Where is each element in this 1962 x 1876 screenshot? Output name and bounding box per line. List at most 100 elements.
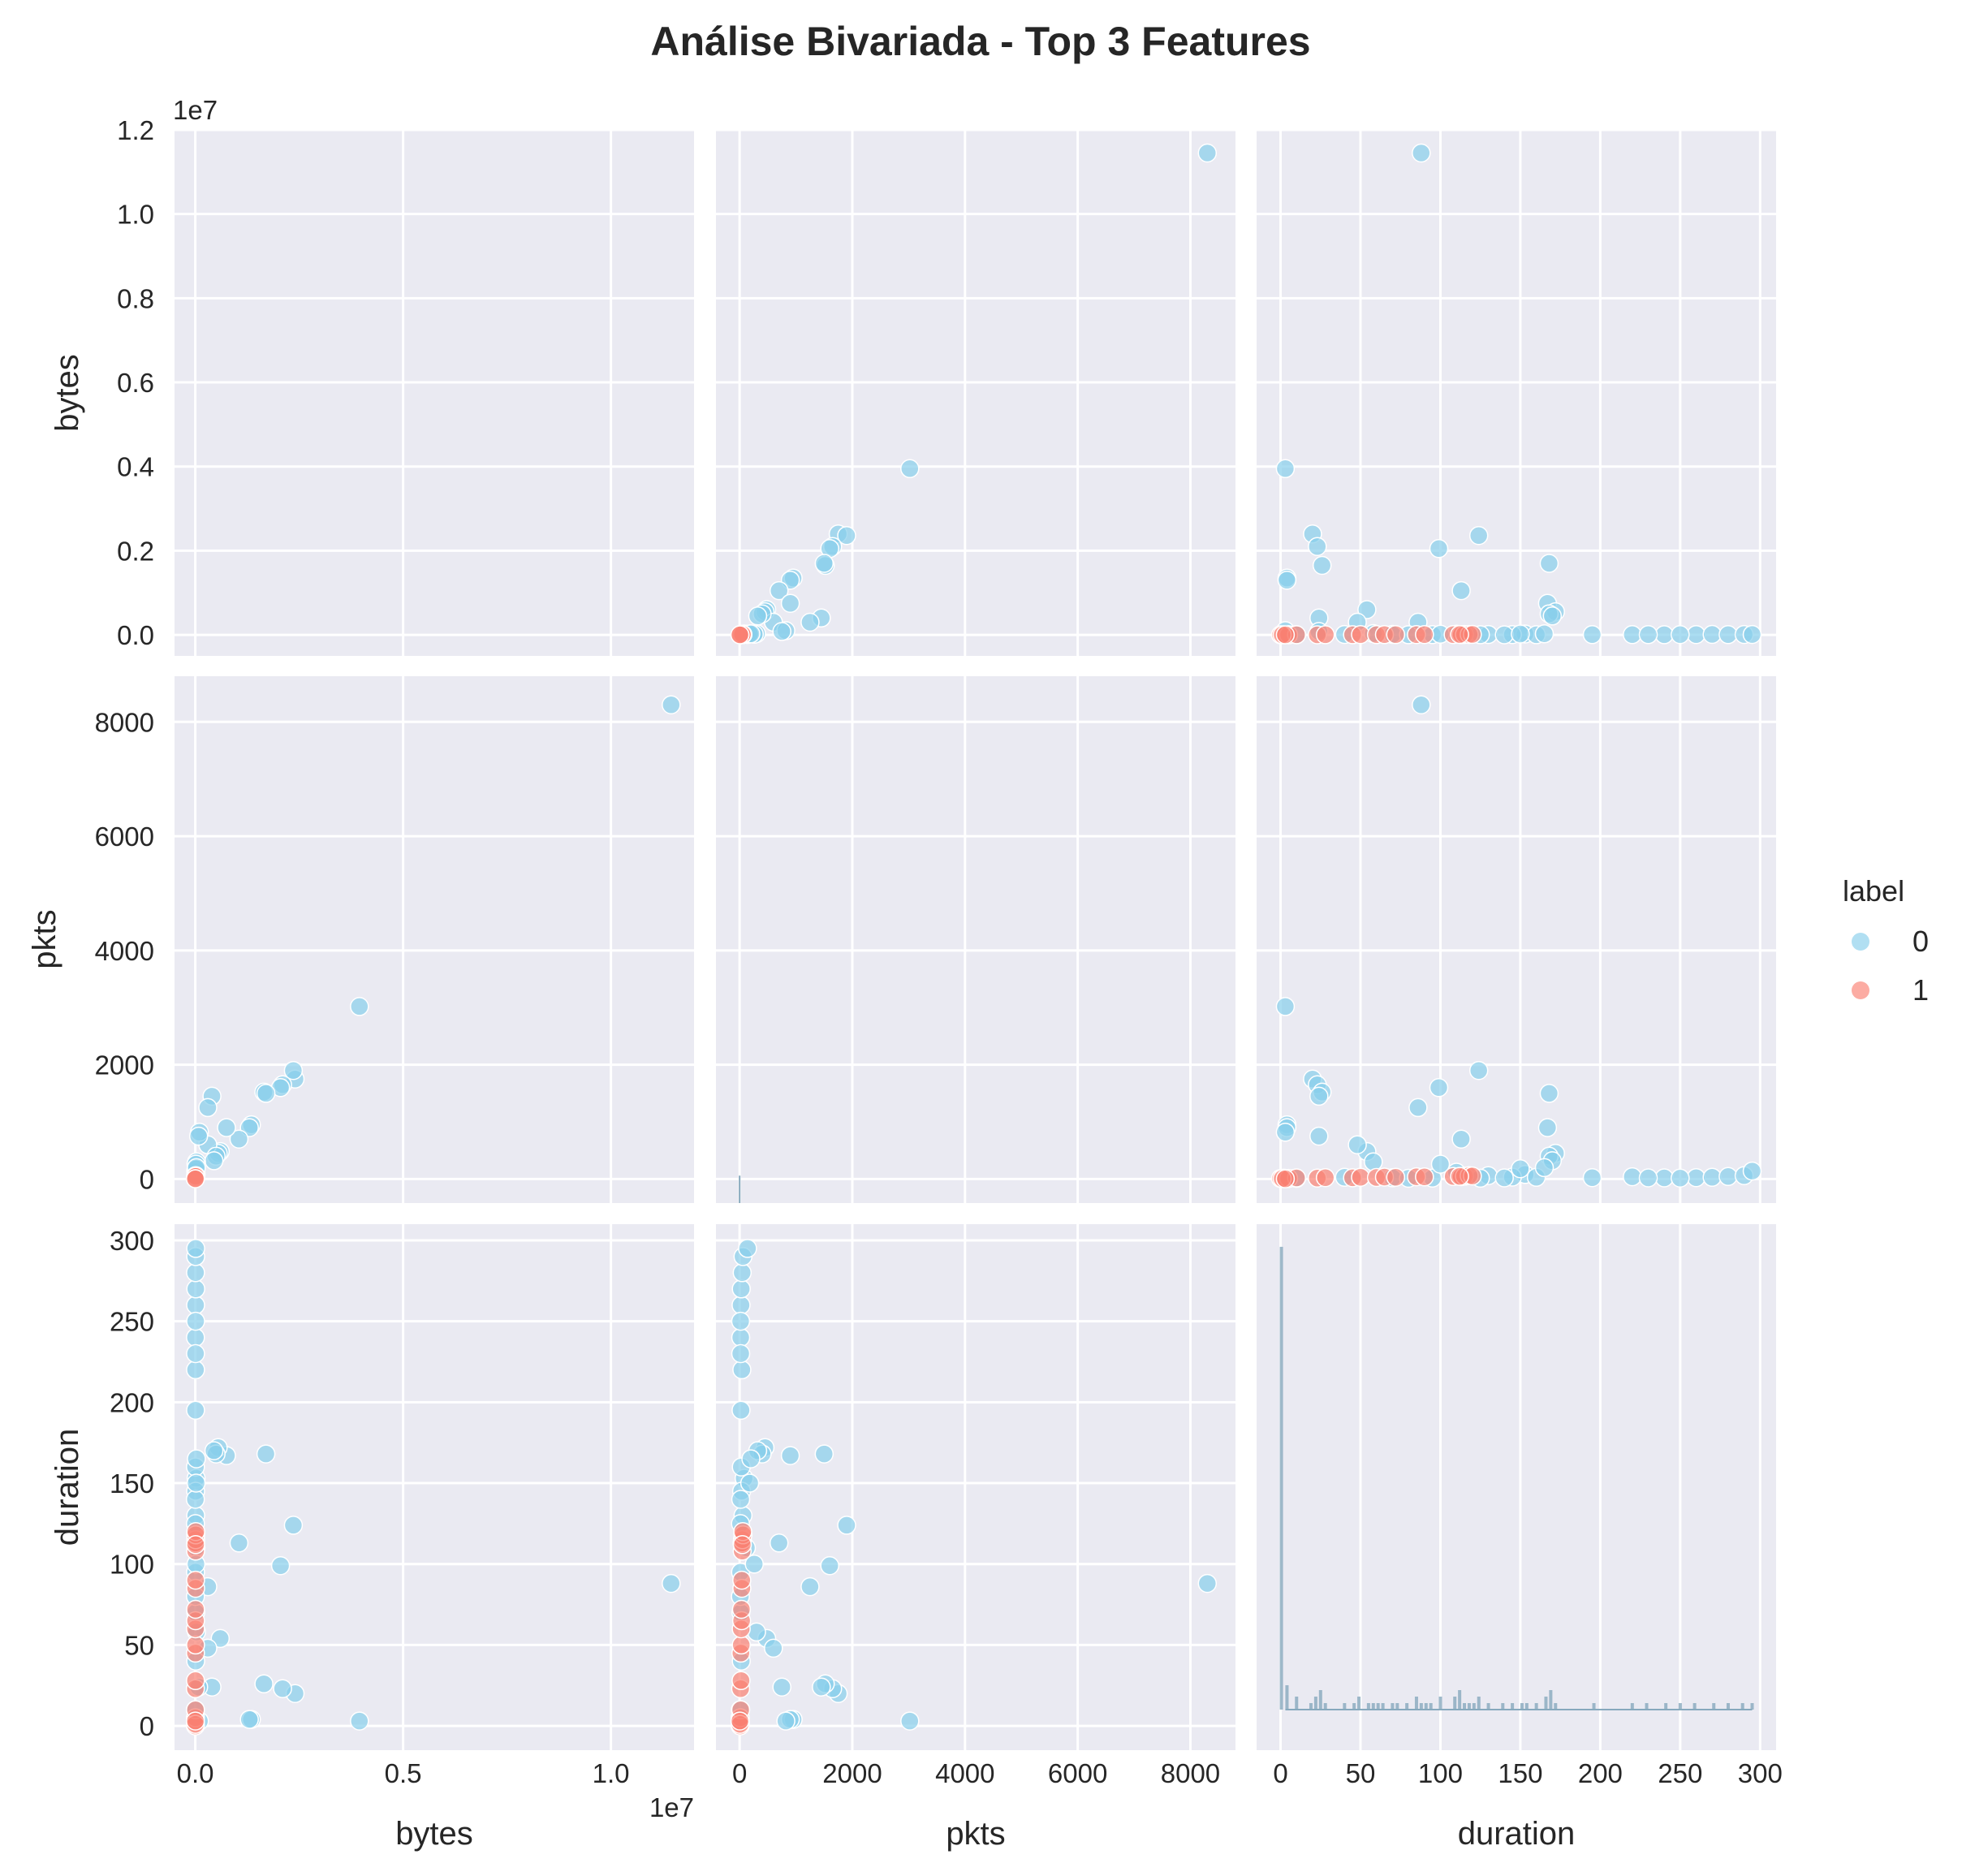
legend-marker-1 [1852,981,1869,999]
scatter-point-0 [270,1555,291,1576]
scatter-point-0 [350,1711,369,1731]
scatter-point-0 [1312,555,1332,576]
histogram-bar [1549,1690,1553,1710]
scatter-point-0 [732,1360,752,1380]
scatter-point-0 [800,612,820,632]
scatter-point-0 [186,1473,206,1493]
y-tick-label: 150 [110,1468,154,1499]
x-tick-label: 4000 [935,1758,994,1788]
x-tick-label: 0.0 [177,1758,214,1788]
scatter-point-0 [350,997,369,1016]
scatter-point-0 [1534,1158,1555,1178]
y-axis-label-pkts: pkts [27,909,63,968]
scatter-point-0 [1277,570,1297,590]
scatter-point-0 [769,1533,789,1553]
histogram-bar [1458,1690,1462,1710]
y-axis-label-duration: duration [50,1429,85,1546]
panel-duration-vs-pkts [716,1224,1235,1750]
scatter-point-1 [1450,624,1469,645]
histogram-bar [1391,1703,1395,1710]
scatter-point-0 [186,1279,205,1299]
scatter-point-0 [1582,625,1602,645]
histogram-bar [1405,1703,1409,1710]
x-tick-label: 1.0 [593,1758,630,1788]
scatter-point-0 [731,1327,751,1348]
scatter-point-0 [764,1638,783,1658]
scatter-point-0 [731,1343,751,1364]
scatter-point-0 [731,1490,751,1509]
panel-pkts-vs-bytes [175,676,694,1203]
scatter-point-0 [186,1263,205,1283]
scatter-point-1 [186,1599,205,1619]
scatter-point-0 [1511,624,1530,644]
x-axis-label-pkts: pkts [946,1816,1005,1852]
scatter-point-1 [732,1535,752,1555]
y-tick-label: 0.4 [117,452,154,482]
scatter-point-1 [1415,624,1434,645]
scatter-point-0 [662,1573,681,1594]
scatter-point-1 [185,1169,205,1188]
scatter-point-0 [186,1295,205,1315]
scatter-point-0 [1412,695,1431,714]
scatter-point-0 [662,695,681,714]
panel-background [716,130,1235,656]
scatter-point-0 [186,1343,205,1364]
scatter-point-1 [186,1535,205,1555]
legend-label-1: 1 [1912,973,1929,1007]
histogram-bar [1486,1703,1490,1710]
legend-marker-0 [1852,933,1869,951]
scatter-point-1 [1415,1167,1434,1187]
scatter-point-0 [1742,624,1762,645]
x-offset-text: 1e7 [649,1792,694,1822]
scatter-point-0 [1718,625,1738,645]
scatter-point-1 [186,1635,205,1655]
scatter-point-0 [1638,1168,1658,1188]
scatter-point-1 [1351,625,1370,645]
legend-label-0: 0 [1912,925,1929,958]
scatter-point-0 [229,1533,249,1553]
histogram-bar [1318,1690,1322,1710]
histogram-bar [1501,1703,1505,1710]
y-tick-label: 1.0 [117,200,154,230]
panel-background [175,1224,694,1750]
scatter-point-0 [239,1710,259,1729]
histogram-bar [1544,1697,1548,1710]
scatter-point-1 [732,1570,752,1590]
histogram-bar [1453,1697,1457,1710]
y-tick-label: 0 [140,1711,154,1741]
histogram-bar [1520,1703,1524,1710]
scatter-point-0 [1539,1084,1559,1103]
scatter-point-0 [187,1449,206,1468]
scatter-point-0 [1638,625,1658,645]
scatter-point-1 [730,1711,750,1731]
scatter-point-0 [186,1360,205,1380]
scatter-point-0 [1451,1129,1471,1149]
y-tick-label: 1.2 [117,115,154,145]
scatter-point-0 [1654,625,1674,645]
scatter-point-0 [900,1711,920,1731]
histogram-bar [1477,1697,1481,1710]
y-tick-label: 0.2 [117,536,154,566]
y-tick-label: 50 [124,1630,154,1660]
histogram-bar [1645,1703,1649,1710]
scatter-point-1 [1386,625,1406,645]
scatter-point-0 [186,1239,205,1258]
scatter-point-0 [1275,459,1296,479]
histogram-bar [1357,1697,1361,1710]
panel-bytes-vs-duration [1257,128,1776,656]
histogram-bar [1424,1703,1428,1710]
y-tick-label: 0.8 [117,283,154,313]
panel-duration-vs-bytes [175,1224,694,1750]
scatter-point-0 [229,1129,249,1149]
histogram-bar [1279,1246,1283,1710]
y-tick-label: 300 [110,1226,154,1256]
scatter-point-0 [1623,1167,1642,1187]
histogram-bar [1524,1703,1529,1710]
scatter-point-0 [204,1151,224,1171]
histogram-bar [1419,1703,1423,1710]
scatter-point-0 [1197,1573,1218,1594]
x-axis-label-bytes: bytes [395,1816,473,1852]
histogram-bar [1429,1703,1433,1710]
scatter-point-0 [731,1295,751,1315]
